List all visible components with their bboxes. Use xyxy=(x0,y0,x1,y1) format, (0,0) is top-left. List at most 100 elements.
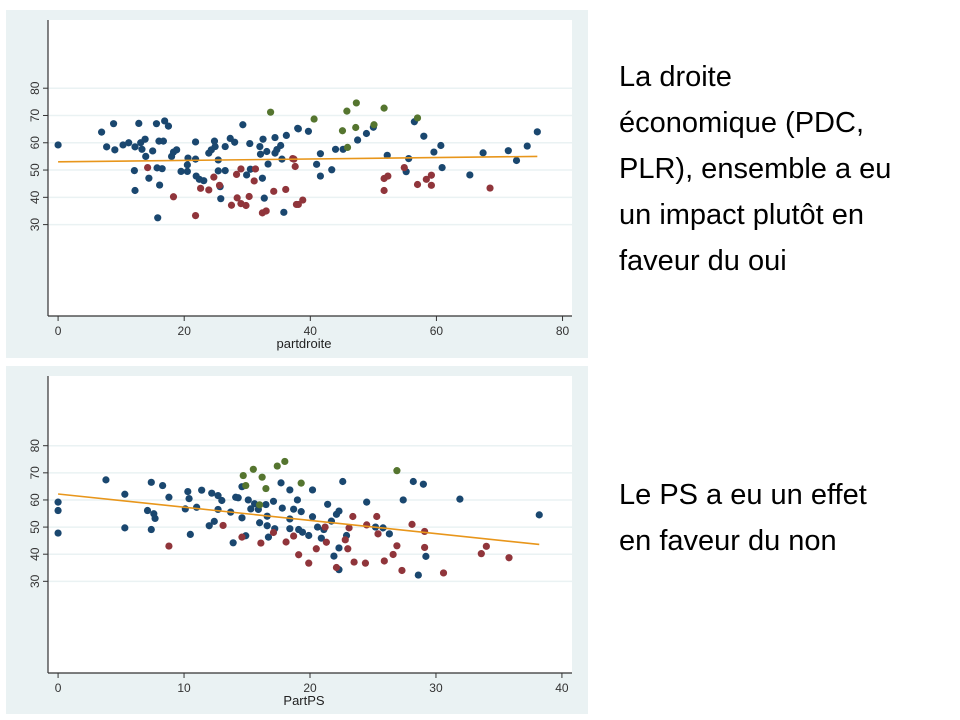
y-tick-label: 70 xyxy=(28,466,42,480)
data-point-red xyxy=(421,543,429,552)
data-point-blue xyxy=(308,513,317,521)
data-point-blue xyxy=(152,120,161,128)
data-point-blue xyxy=(156,181,164,189)
data-point-blue xyxy=(221,166,229,175)
data-point-blue xyxy=(335,544,343,552)
data-point-green xyxy=(256,501,264,509)
data-point-blue xyxy=(263,522,271,530)
data-point-red xyxy=(290,532,298,540)
data-point-blue xyxy=(313,160,321,168)
data-point-blue xyxy=(121,490,129,498)
data-point-green xyxy=(258,473,266,481)
x-tick-label: 60 xyxy=(430,324,444,338)
data-point-blue xyxy=(244,496,252,504)
y-tick-label: 30 xyxy=(28,574,42,588)
data-point-blue xyxy=(512,156,521,165)
data-point-blue xyxy=(214,167,222,175)
data-point-blue xyxy=(161,117,169,125)
data-point-blue xyxy=(200,177,208,185)
x-tick-label: 0 xyxy=(55,681,62,695)
data-point-blue xyxy=(362,129,371,138)
caption-line: PLR), ensemble a eu xyxy=(619,153,892,185)
data-point-red xyxy=(269,528,278,537)
data-point-blue xyxy=(210,517,218,525)
chart-svg-partps: 30 40 50 60 70 80 0 10 20 30 40 PartPS xyxy=(28,376,572,708)
fit-line xyxy=(57,493,540,546)
data-point-blue xyxy=(130,166,138,175)
data-point-red xyxy=(413,180,422,189)
data-point-green xyxy=(273,462,281,470)
data-point-blue xyxy=(125,139,133,147)
data-point-red xyxy=(389,550,397,559)
data-point-blue xyxy=(523,142,531,150)
data-point-blue xyxy=(147,525,155,534)
data-point-blue xyxy=(316,150,325,158)
data-point-blue xyxy=(264,533,273,541)
data-point-blue xyxy=(141,135,149,143)
data-point-blue xyxy=(54,498,62,506)
scatter-chart-partdroite: 30 40 50 60 70 80 0 20 40 60 80 partdroite xyxy=(6,10,588,358)
data-point-blue xyxy=(269,497,278,505)
data-point-blue xyxy=(290,505,298,513)
data-point-blue xyxy=(173,146,181,154)
x-tick-label: 80 xyxy=(556,324,570,338)
data-point-blue xyxy=(294,124,302,132)
data-point-blue xyxy=(535,511,543,519)
data-point-red xyxy=(345,524,353,532)
x-tick-label: 40 xyxy=(304,324,318,338)
data-point-blue xyxy=(131,143,139,151)
data-point-blue xyxy=(354,136,362,144)
data-point-red xyxy=(363,521,371,529)
data-point-blue xyxy=(422,552,430,560)
data-point-blue xyxy=(97,128,106,136)
caption-line: faveur du oui xyxy=(619,245,787,277)
data-point-red xyxy=(312,545,320,553)
data-point-green xyxy=(413,114,422,122)
data-point-blue xyxy=(308,486,317,494)
caption-ps: Le PS a eu un effet en faveur du non xyxy=(619,472,867,564)
x-axis-title: PartPS xyxy=(283,693,325,708)
data-point-blue xyxy=(330,552,338,560)
data-point-red xyxy=(505,554,513,562)
data-point-blue xyxy=(159,137,167,145)
data-point-red xyxy=(191,212,200,220)
y-tick-label: 50 xyxy=(28,163,42,177)
data-point-blue xyxy=(419,480,427,488)
data-point-blue xyxy=(262,500,270,509)
data-point-blue xyxy=(193,503,201,511)
data-point-blue xyxy=(437,141,445,150)
data-point-blue xyxy=(54,529,62,537)
data-point-red xyxy=(439,569,448,577)
data-point-green xyxy=(338,127,347,135)
data-point-red xyxy=(408,520,416,528)
data-point-blue xyxy=(145,174,153,182)
data-point-blue xyxy=(533,128,541,136)
data-point-blue xyxy=(304,127,313,135)
data-point-blue xyxy=(208,489,216,497)
data-point-red xyxy=(422,175,430,183)
data-point-blue xyxy=(54,141,62,149)
data-point-blue xyxy=(430,148,438,156)
data-point-blue xyxy=(151,514,159,522)
data-point-blue xyxy=(277,479,285,487)
data-point-blue xyxy=(246,139,254,148)
data-point-blue xyxy=(256,150,265,158)
data-point-blue xyxy=(331,145,340,153)
data-point-red xyxy=(205,186,213,194)
data-point-red xyxy=(299,196,307,204)
data-point-red xyxy=(210,173,218,181)
data-point-blue xyxy=(258,174,266,182)
data-point-blue xyxy=(466,171,474,179)
data-point-red xyxy=(196,184,205,192)
y-tick-label: 40 xyxy=(28,547,42,561)
data-point-blue xyxy=(293,496,302,504)
data-point-red xyxy=(350,558,358,566)
data-point-red xyxy=(215,181,224,189)
y-tick-label: 60 xyxy=(28,493,42,507)
data-point-blue xyxy=(479,149,487,157)
data-point-blue xyxy=(217,195,225,203)
data-point-blue xyxy=(264,160,272,168)
data-point-green xyxy=(343,143,352,152)
data-point-red xyxy=(233,194,241,202)
data-point-blue xyxy=(263,147,271,156)
